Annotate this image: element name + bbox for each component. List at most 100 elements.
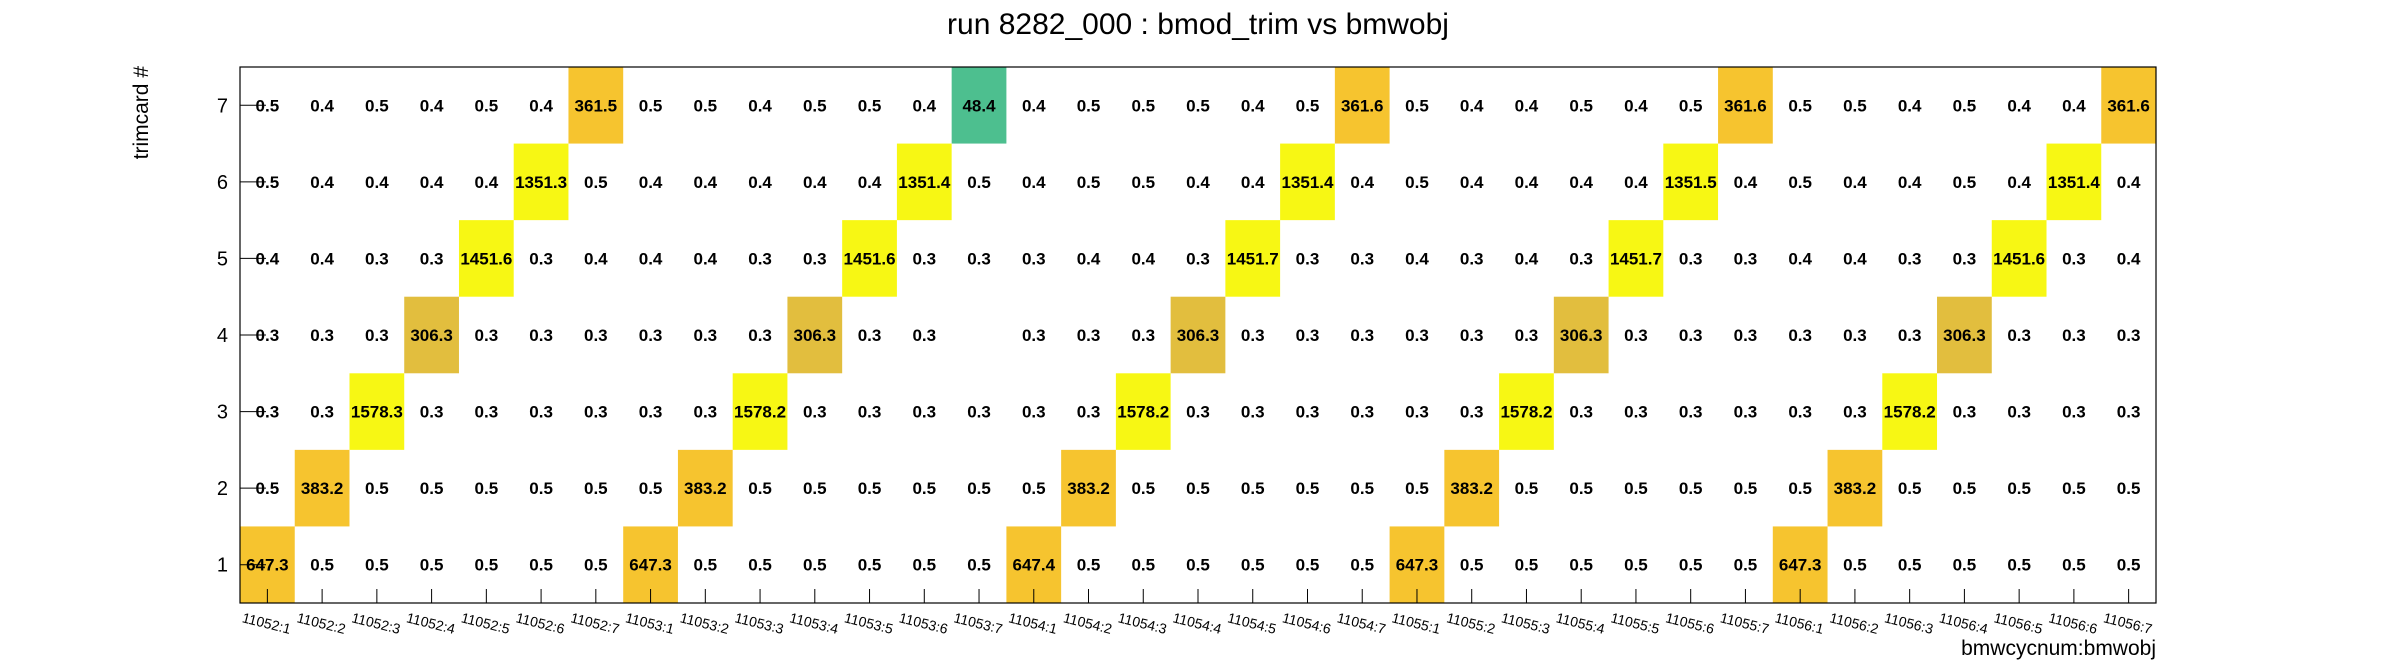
cell-value-label: 1351.4 [1281,173,1334,192]
cell-value-label: 0.3 [584,403,608,422]
cell-value-label: 0.4 [2117,249,2141,268]
heatmap-cell [842,220,897,297]
cell-value-label: 0.4 [1898,173,1922,192]
cell-value-label: 0.3 [2062,403,2086,422]
cell-value-label: 0.4 [1241,173,1265,192]
heatmap-cell [1444,449,1500,527]
cell-value-label: 0.5 [1131,479,1155,498]
cell-value-label: 0.4 [1843,249,1867,268]
x-tick-label: 11053:7 [952,609,1004,637]
cell-value-label: 0.3 [310,403,334,422]
cell-value-label: 0.5 [475,556,499,575]
cell-value-label: 0.5 [1898,556,1922,575]
cell-value-label: 1351.4 [898,173,951,192]
cell-value-label: 0.5 [2117,556,2141,575]
cell-value-label: 0.3 [967,249,991,268]
cell-value-label: 0.5 [256,96,280,115]
cell-value-label: 0.3 [1898,326,1922,345]
heatmap-cell [677,449,733,527]
cell-value-label: 0.3 [1350,326,1374,345]
cell-value-label: 0.3 [1022,403,1046,422]
cell-value-label: 0.4 [1624,96,1648,115]
heatmap-cell [568,67,624,144]
x-tick-label: 11052:2 [295,609,347,637]
x-tick-label: 11054:3 [1117,609,1169,637]
cell-value-label: 0.3 [1734,249,1758,268]
y-tick-label: 3 [217,402,228,424]
cell-value-label: 0.5 [1022,479,1046,498]
cell-value-label: 48.4 [962,96,996,115]
cell-value-label: 0.5 [1734,479,1758,498]
cell-value-label: 0.3 [1131,326,1155,345]
cell-value-label: 1578.3 [351,403,403,422]
y-tick-label: 4 [217,325,228,347]
x-tick-label: 11053:2 [679,609,731,637]
x-tick-label: 11055:3 [1500,609,1552,637]
cell-value-label: 1451.7 [1227,249,1279,268]
cell-value-label: 0.5 [1077,96,1101,115]
cell-value-label: 0.5 [256,173,280,192]
heatmap-cell [1115,373,1171,450]
cell-value-label: 0.4 [1350,173,1374,192]
cell-value-label: 0.5 [1131,173,1155,192]
cell-value-label: 0.4 [1788,249,1812,268]
heatmap-cell [458,220,514,297]
cell-value-label: 0.5 [1788,479,1812,498]
cell-value-label: 0.3 [693,326,717,345]
heatmap-cell [1061,449,1116,527]
cell-value-label: 0.3 [2007,403,2031,422]
cell-value-label: 0.4 [2117,173,2141,192]
cell-value-label: 383.2 [301,479,344,498]
cell-value-label: 0.3 [1843,403,1867,422]
cell-value-label: 0.5 [529,479,553,498]
x-tick-label: 11054:6 [1281,609,1333,637]
cell-value-label: 1578.2 [1884,403,1936,422]
cell-value-label: 0.3 [1460,249,1484,268]
cell-value-label: 0.5 [1296,96,1320,115]
cell-value-label: 0.3 [1186,403,1210,422]
cell-value-label: 0.3 [912,403,936,422]
cell-value-label: 0.5 [912,479,936,498]
cell-value-label: 0.5 [256,479,280,498]
cell-value-label: 647.4 [1012,556,1055,575]
cell-value-label: 0.5 [1241,479,1265,498]
cell-value-label: 0.3 [1515,326,1539,345]
cell-value-label: 0.4 [748,173,772,192]
cell-value-label: 0.4 [639,249,663,268]
cell-value-label: 647.3 [629,556,672,575]
cell-value-label: 0.5 [1898,479,1922,498]
cell-value-label: 0.3 [858,403,882,422]
cell-value-label: 0.5 [1788,173,1812,192]
cell-value-label: 0.3 [639,326,663,345]
cell-value-label: 0.4 [1405,249,1429,268]
cell-value-label: 0.3 [365,249,389,268]
cell-value-label: 0.5 [1077,173,1101,192]
cell-value-label: 0.4 [310,173,334,192]
cell-value-label: 0.5 [1843,556,1867,575]
x-tick-label: 11055:2 [1445,609,1497,637]
x-tick-label: 11052:6 [514,609,566,637]
cell-value-label: 0.3 [748,326,772,345]
x-tick-label: 11052:5 [460,609,512,637]
heatmap-cell [294,449,350,527]
cell-value-label: 0.5 [1953,173,1977,192]
cell-value-label: 0.5 [584,556,608,575]
cell-value-label: 0.3 [256,403,280,422]
cell-value-label: 0.5 [2062,479,2086,498]
cell-value-label: 0.3 [1953,249,1977,268]
cell-value-label: 647.3 [246,556,289,575]
cell-value-label: 1578.2 [1117,403,1169,422]
cell-value-label: 0.4 [2007,173,2031,192]
y-tick-label: 6 [217,172,228,194]
x-axis-ticks: 11052:1 11052:2 11052:3 11052:4 11052:5 11052… [241,589,2154,637]
cell-value-label: 0.5 [693,556,717,575]
cell-value-label: 383.2 [1834,479,1877,498]
cell-value-label: 0.5 [475,479,499,498]
x-tick-label: 11055:6 [1664,609,1716,637]
cell-value-label: 0.5 [1953,479,1977,498]
cell-value-label: 0.3 [529,326,553,345]
cell-value-label: 0.5 [967,556,991,575]
x-tick-label: 11055:1 [1390,609,1442,637]
heatmap-cell [1225,220,1281,297]
cell-value-label: 0.5 [693,96,717,115]
